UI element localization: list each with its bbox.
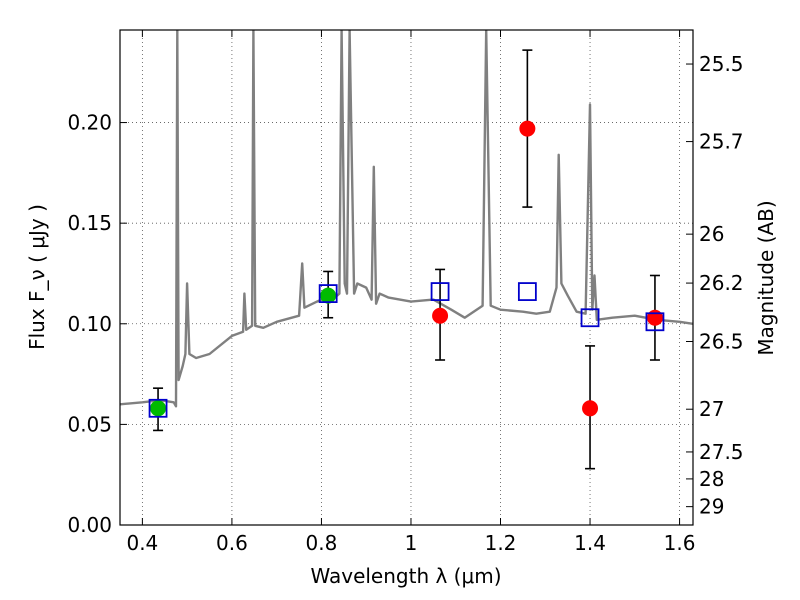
x-tick-label: 0.4 — [126, 531, 158, 555]
red-data-point — [582, 400, 599, 417]
y-tick-label: 0.20 — [67, 111, 112, 135]
x-axis-label: Wavelength λ (μm) — [310, 564, 501, 588]
blue-model-square — [318, 284, 338, 303]
green-data-point — [150, 400, 167, 417]
x-tick-label: 1 — [405, 531, 418, 555]
spectrum-line — [120, 30, 693, 408]
y-axis-ticks: 0.00 0.05 0.10 0.15 0.20 — [67, 111, 127, 537]
x-tick-label: 1.4 — [574, 531, 606, 555]
y-tick-label: 0.00 — [67, 513, 112, 537]
red-data-point — [519, 120, 536, 137]
y-tick-label: 0.15 — [67, 211, 112, 235]
right-tick-label: 26 — [699, 222, 724, 246]
blue-model-square — [430, 282, 450, 301]
blue-model-square — [517, 282, 537, 301]
blue-model-square — [645, 312, 665, 332]
right-axis-label: Magnitude (AB) — [754, 200, 778, 355]
y-axis-label: Flux F_ν ( μJy ) — [25, 204, 49, 350]
right-tick-label: 28 — [699, 467, 724, 491]
right-tick-label: 27 — [699, 397, 724, 421]
x-tick-label: 0.6 — [216, 531, 248, 555]
red-data-point — [432, 307, 449, 324]
x-tick-label: 0.8 — [306, 531, 338, 555]
blue-model-square — [580, 308, 600, 328]
x-tick-label: 1.2 — [485, 531, 517, 555]
plot-frame — [119, 29, 694, 526]
y-tick-label: 0.10 — [67, 312, 112, 336]
right-axis-ticks: 25.5 25.7 26 26.2 26.5 27 27.5 28 29 — [686, 52, 744, 519]
x-tick-label: 1.6 — [664, 531, 696, 555]
right-tick-label: 25.7 — [699, 130, 744, 154]
right-tick-label: 27.5 — [699, 440, 744, 464]
right-tick-label: 29 — [699, 495, 724, 519]
spectrum-layer — [120, 30, 693, 408]
green-data-point — [320, 287, 337, 304]
right-tick-label: 26.5 — [699, 329, 744, 353]
x-axis-ticks: 0.4 0.6 0.8 1 1.2 1.4 1.6 — [126, 30, 695, 555]
markers-layer — [148, 120, 665, 418]
y-tick-label: 0.05 — [67, 412, 112, 436]
right-tick-label: 25.5 — [699, 52, 744, 76]
plot-background — [120, 30, 693, 525]
blue-model-square — [148, 398, 168, 418]
right-tick-label: 26.2 — [699, 271, 744, 295]
